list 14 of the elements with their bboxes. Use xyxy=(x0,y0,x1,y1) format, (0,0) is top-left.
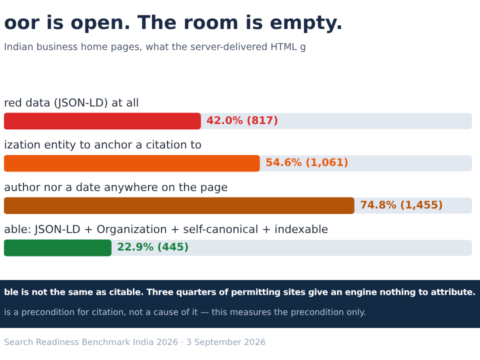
y-tick-label: ization entity to anchor a citation to xyxy=(4,138,202,152)
data-label: 42.0% (817) xyxy=(206,114,278,127)
y-tick-label: author nor a date anywhere on the page xyxy=(4,180,228,194)
y-tick-label: able: JSON-LD + Organization + self-canonical + indexable xyxy=(4,223,328,236)
y-tick-label: red data (JSON-LD) at all xyxy=(4,96,139,110)
chart-subtitle: Indian business home pages, what the server-delivered HTML g xyxy=(4,42,306,53)
data-label: 74.8% (1,455) xyxy=(360,199,443,212)
text: is a precondition for citation, not a cause of it — this measures the precondition only. xyxy=(4,308,366,318)
text: ble is not the same as citable. Three quarters of permitting sites give an engine nothing to attribute. xyxy=(4,288,476,298)
text: Search Readiness Benchmark India 2026 · 3 September 2026 xyxy=(4,338,266,348)
chart-title: oor is open. The room is empty. xyxy=(4,12,343,34)
bar xyxy=(4,240,112,256)
data-label: 22.9% (445) xyxy=(117,242,189,254)
data-label: 54.6% (1,061) xyxy=(266,157,348,170)
